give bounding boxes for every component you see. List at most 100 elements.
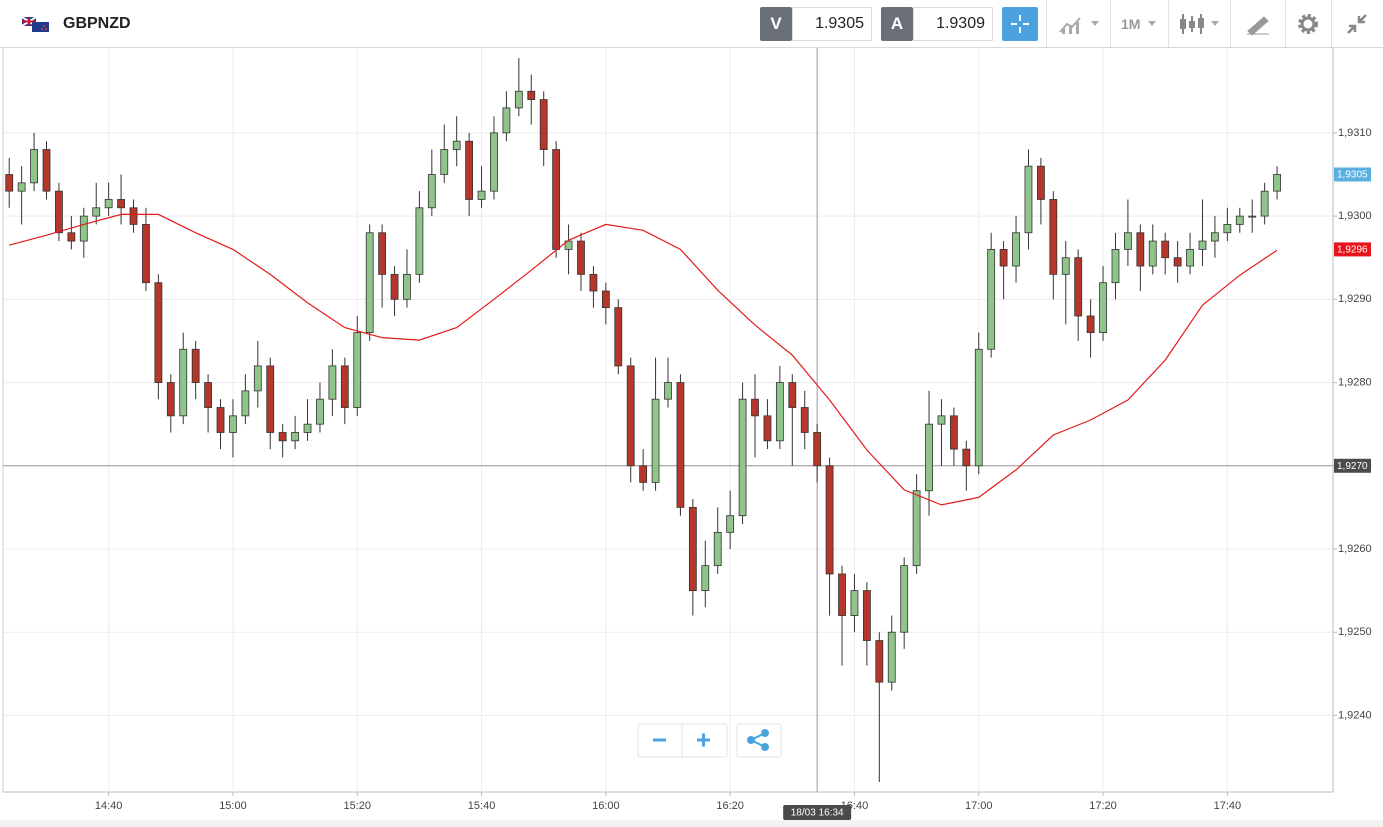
candle-body — [688, 506, 697, 592]
candle-body — [340, 365, 349, 408]
candle-body — [1124, 232, 1132, 250]
candle-body — [154, 282, 163, 383]
scrollbar — [0, 820, 1383, 827]
y-tick-label: 1,9280 — [1338, 376, 1372, 388]
settings-button[interactable] — [1295, 11, 1321, 37]
candle-body — [1074, 257, 1083, 317]
candle-body — [775, 382, 784, 442]
candle-body — [1223, 224, 1232, 234]
x-tick-label: 15:20 — [343, 800, 371, 812]
candle-body — [55, 190, 63, 234]
candle-body — [639, 465, 648, 483]
x-tick-label: 16:00 — [592, 800, 620, 812]
candle-body — [129, 207, 138, 225]
candle-type-button[interactable] — [1178, 12, 1222, 36]
bid-label[interactable]: V — [760, 7, 792, 41]
candle-body — [514, 90, 523, 109]
candle-body — [539, 99, 548, 150]
candle-body — [117, 199, 125, 209]
candle-body — [949, 415, 958, 450]
candle-body — [1273, 174, 1281, 192]
y-tick-label: 1,9290 — [1338, 293, 1372, 305]
candle-body — [241, 390, 250, 417]
candle-body — [887, 631, 896, 683]
timeframe[interactable]: 1M — [1121, 16, 1141, 32]
toolbar: GBPNZD V 1.9305 A 1.9309 1M — [0, 0, 1383, 48]
candle-body — [1086, 315, 1095, 334]
candle-body — [875, 640, 884, 683]
candle-body — [925, 423, 933, 492]
candle-body — [701, 565, 710, 592]
candle-body — [104, 199, 113, 209]
candle-body — [1148, 240, 1157, 267]
x-tick-label: 14:40 — [95, 800, 123, 812]
candle-body — [465, 140, 474, 200]
divider — [1046, 0, 1047, 47]
candle-body — [713, 531, 722, 567]
zoom-in-button[interactable] — [697, 733, 710, 747]
candle-body — [912, 490, 921, 567]
y-tick-label: 1,9300 — [1338, 210, 1372, 222]
ask-label[interactable]: A — [881, 7, 913, 41]
candle-body — [1061, 257, 1070, 275]
candle-body — [5, 174, 14, 192]
candle-body — [353, 332, 362, 408]
candle-body — [440, 149, 449, 175]
candle-body — [651, 398, 660, 483]
candle-body — [303, 423, 312, 433]
candle-body — [1235, 215, 1244, 225]
candle-body — [937, 415, 946, 425]
zoom-controls — [637, 723, 782, 758]
x-tick-label: 17:20 — [1089, 800, 1117, 812]
candle-body — [390, 273, 399, 300]
divider — [1110, 0, 1111, 47]
candle-body — [962, 448, 971, 467]
moving-average-line — [9, 213, 1278, 506]
dropdown-arrow — [1148, 21, 1156, 26]
candle-body — [999, 248, 1008, 267]
x-tick-label: 15:40 — [468, 800, 496, 812]
candle-body — [527, 90, 536, 100]
x-tick-label: 17:40 — [1214, 800, 1242, 812]
candle-body — [229, 415, 237, 433]
candle-body — [726, 515, 735, 533]
crosshair-button[interactable] — [1002, 7, 1038, 41]
candle-body — [1260, 190, 1269, 217]
x-tick-label: 16:20 — [716, 800, 744, 812]
crosshair-price-label: 1,9270 — [1337, 461, 1368, 472]
candle-body — [813, 432, 822, 467]
candle-body — [142, 224, 150, 284]
candle-body — [253, 365, 262, 392]
y-tick-label: 1,9250 — [1338, 626, 1372, 638]
ask-price: 1.9309 — [913, 7, 993, 41]
candle-body — [1049, 199, 1058, 275]
price-marker — [1334, 167, 1371, 182]
share-button[interactable] — [736, 723, 782, 758]
bid-price: 1.9305 — [792, 7, 872, 41]
collapse-button[interactable] — [1345, 12, 1369, 36]
candle-body — [1173, 257, 1182, 267]
divider — [1331, 0, 1332, 47]
candle-body — [825, 465, 834, 575]
candle-body — [92, 207, 101, 217]
y-tick-label: 1,9260 — [1338, 543, 1372, 555]
draw-tool-button[interactable] — [1244, 12, 1272, 36]
candle-body — [738, 398, 747, 517]
candle-body — [278, 432, 287, 442]
candle-body — [987, 248, 996, 350]
candle-body — [1248, 215, 1257, 218]
y-tick-label: 1,9310 — [1338, 127, 1372, 139]
candle-body — [477, 190, 486, 200]
candle-body — [601, 290, 610, 309]
candle-body — [266, 365, 275, 433]
candle-body — [564, 240, 573, 250]
candle-body — [664, 382, 672, 400]
candle-body — [1198, 240, 1207, 250]
price-marker-label: 1,9305 — [1337, 170, 1368, 181]
candle-body — [67, 232, 76, 242]
candle-body — [1099, 282, 1107, 334]
candle-body — [30, 149, 38, 184]
candle-body — [291, 432, 300, 442]
price-marker-label: 1,9296 — [1337, 245, 1368, 256]
chart-type-button[interactable] — [1058, 12, 1102, 36]
